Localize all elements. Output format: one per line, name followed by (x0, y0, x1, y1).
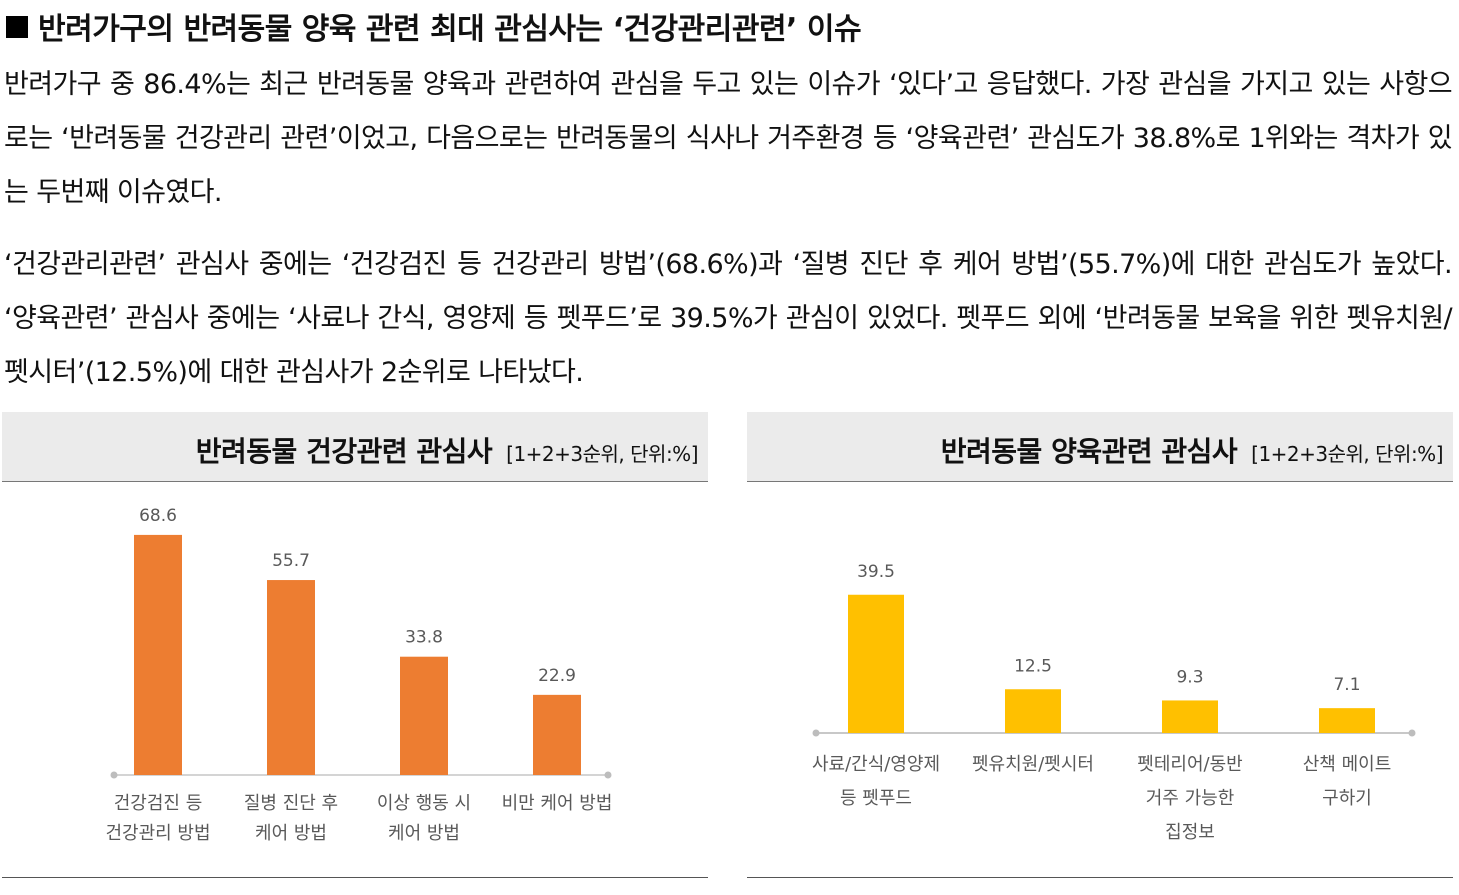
category-label: 이상 행동 시 (377, 793, 471, 814)
bar-value-label: 7.1 (1333, 675, 1360, 695)
bar-value-label: 33.8 (405, 628, 443, 648)
category-label: 펫테리어/동반 (1137, 754, 1242, 775)
bar (533, 694, 581, 775)
section-heading: 반려가구의 반려동물 양육 관련 최대 관심사는 ‘건강관리관련’ 이슈 (6, 4, 862, 48)
bar-value-label: 9.3 (1176, 667, 1203, 687)
category-label: 펫유치원/펫시터 (972, 754, 1094, 775)
bar-value-label: 22.9 (538, 666, 576, 686)
category-label: 산책 메이트 (1303, 754, 1392, 775)
category-label: 등 펫푸드 (840, 788, 912, 809)
axis-end-dot (812, 729, 820, 737)
bar (1162, 700, 1218, 733)
bar (1319, 708, 1375, 733)
bar (848, 594, 904, 733)
category-label: 건강검진 등 (114, 793, 203, 814)
axis-end-dot (1408, 729, 1416, 737)
axis-end-dot (604, 771, 612, 779)
paragraph-2: ‘건강관리관련’ 관심사 중에는 ‘건강검진 등 건강관리 방법’(68.6%)… (4, 249, 1453, 388)
bar-value-label: 12.5 (1014, 656, 1052, 676)
category-label: 케어 방법 (388, 823, 460, 844)
bar-value-label: 39.5 (857, 562, 895, 582)
category-label: 구하기 (1322, 788, 1372, 809)
category-label: 비만 케어 방법 (502, 793, 613, 814)
axis-end-dot (110, 771, 118, 779)
square-bullet-icon (6, 16, 28, 38)
health-chart-header: 반려동물 건강관련 관심사 [1+2+3순위, 단위:%] (2, 412, 708, 482)
category-label: 질병 진단 후 (244, 793, 338, 814)
category-label: 집정보 (1165, 822, 1215, 843)
heading-text: 반려가구의 반려동물 양육 관련 최대 관심사는 ‘건강관리관련’ 이슈 (38, 12, 862, 47)
panel-divider (2, 877, 708, 878)
paragraph-1: 반려가구 중 86.4%는 최근 반려동물 양육과 관련하여 관심을 두고 있는… (4, 69, 1453, 208)
bar (400, 656, 448, 775)
category-label: 거주 가능한 (1146, 788, 1235, 809)
category-label: 건강관리 방법 (105, 823, 210, 844)
bar (267, 580, 315, 775)
bar-value-label: 68.6 (139, 506, 177, 526)
category-label: 사료/간식/영양제 (812, 754, 940, 775)
care-chart-unit: [1+2+3순위, 단위:%] (1251, 442, 1443, 466)
health-chart-title: 반려동물 건강관련 관심사 (195, 435, 493, 468)
care-chart-panel: 반려동물 양육관련 관심사 [1+2+3순위, 단위:%] 39.5 사료/간식/영… (747, 412, 1453, 878)
bar (1005, 689, 1061, 733)
category-label: 케어 방법 (255, 823, 327, 844)
bar-value-label: 55.7 (272, 551, 310, 571)
health-chart-unit: [1+2+3순위, 단위:%] (506, 442, 698, 466)
care-chart-title: 반려동물 양육관련 관심사 (940, 435, 1238, 468)
care-chart-header: 반려동물 양육관련 관심사 [1+2+3순위, 단위:%] (747, 412, 1453, 482)
panel-divider (747, 877, 1453, 878)
bar (134, 534, 182, 775)
